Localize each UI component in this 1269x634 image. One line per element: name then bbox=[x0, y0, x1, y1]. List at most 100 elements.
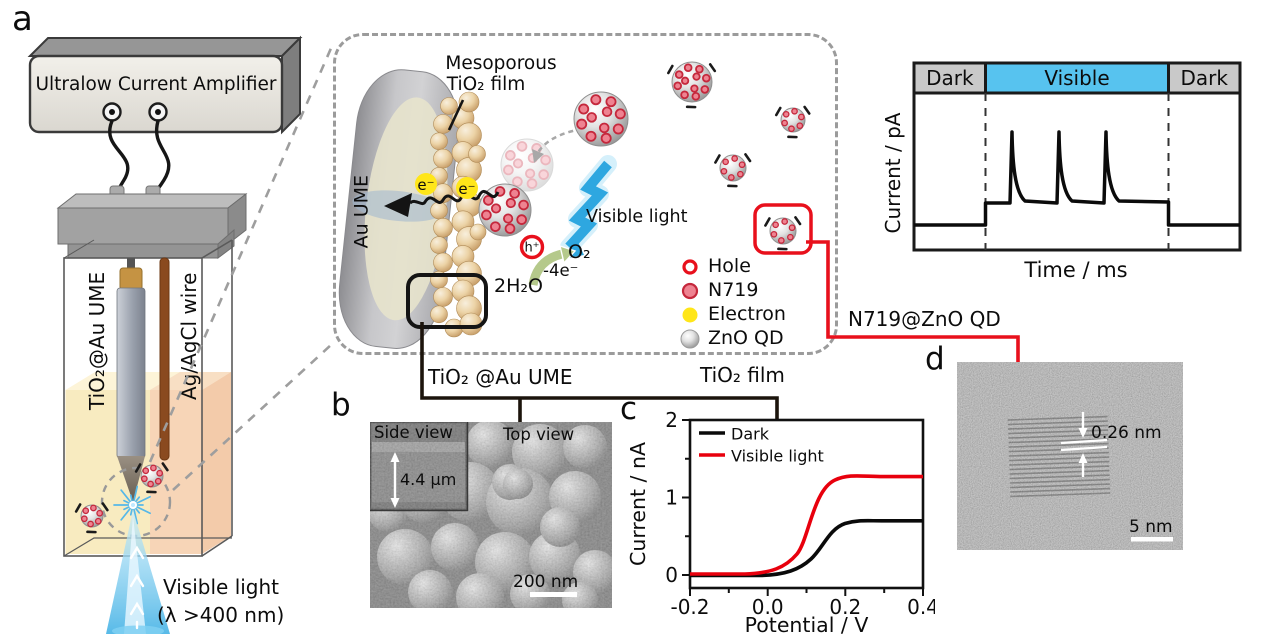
electron-badge-2 bbox=[456, 177, 478, 199]
inset-graphics: e⁻ e⁻ h⁺ bbox=[338, 61, 813, 349]
legend-n719-icon bbox=[681, 282, 699, 300]
qd-floating-1 bbox=[667, 61, 717, 109]
qd-approach-arrow bbox=[535, 127, 583, 155]
qd-floating-3 bbox=[714, 153, 752, 188]
cap-front bbox=[57, 207, 229, 245]
iv-xtick-0: -0.2 bbox=[670, 595, 709, 619]
light-sparkle bbox=[113, 485, 151, 525]
visible-band-label: Visible bbox=[1044, 66, 1109, 90]
qd-ghost bbox=[500, 138, 554, 192]
water-label: 2H₂O bbox=[494, 275, 543, 297]
tem-lattice-fringes bbox=[1007, 415, 1111, 498]
electrochemical-cell: TiO₂@Au UME Ag/AgCl wire bbox=[56, 185, 248, 634]
transient-plot: Dark Visible Dark Current / pA Time / ms bbox=[881, 61, 1242, 282]
reference-electrode-label: Ag/AgCl wire bbox=[177, 273, 201, 400]
iv-ytick-1: 1 bbox=[665, 486, 678, 510]
cell-qd-2 bbox=[74, 502, 109, 534]
legend-hole-label: Hole bbox=[708, 255, 751, 277]
film-label-line1: Mesoporous bbox=[445, 53, 557, 74]
transient-xlabel: Time / ms bbox=[1023, 258, 1127, 282]
iv-xtick-3: 0.4 bbox=[907, 595, 935, 619]
iv-ylabel: Current / nA bbox=[626, 442, 650, 566]
transient-ylabel: Current / pA bbox=[881, 112, 905, 233]
sem-topview-label: Top view bbox=[502, 425, 574, 444]
iv-ytick-0: 0 bbox=[665, 563, 678, 587]
iv-plot: 2 1 0 -0.2 0.0 0.2 0.4 Current / nA Pote… bbox=[626, 408, 935, 634]
inset-legend-icons bbox=[680, 259, 700, 349]
dark-band-2 bbox=[1167, 61, 1242, 95]
au-ume-label: Au UME bbox=[350, 174, 373, 249]
reference-electrode bbox=[159, 257, 170, 461]
oxygen-label: O₂ bbox=[568, 241, 591, 263]
tem-scalebar-label: 5 nm bbox=[1129, 517, 1173, 537]
connector-qd-label: N719@ZnO QD bbox=[848, 307, 1001, 331]
legend-znoqd-icon bbox=[680, 329, 700, 349]
sem-sideview-inset: 4.4 μm Side view bbox=[370, 422, 469, 512]
amplifier-jack-left-pin bbox=[109, 109, 115, 115]
hole-symbol: h⁺ bbox=[524, 241, 539, 256]
visible-light-caption-line2: (λ >400 nm) bbox=[157, 603, 285, 627]
dark-band-2-label: Dark bbox=[1180, 66, 1228, 90]
iv-curve-dark bbox=[690, 518, 923, 578]
zoom-inset: e⁻ e⁻ h⁺ bbox=[333, 33, 838, 355]
legend-electron-icon bbox=[682, 307, 698, 323]
sem-scalebar bbox=[530, 592, 577, 597]
qd-in-red-box bbox=[764, 216, 802, 251]
cell-quantum-dots bbox=[74, 462, 169, 534]
inset-visible-light-label: Visible light bbox=[586, 207, 688, 227]
inset-quantum-dots bbox=[478, 61, 811, 251]
sem-sideview-label: Side view bbox=[374, 423, 453, 442]
iv-frame bbox=[688, 418, 925, 590]
amplifier-side-face bbox=[281, 35, 301, 135]
film-label-line2: TiO₂ film bbox=[446, 74, 526, 95]
cell-qd-1 bbox=[134, 462, 169, 494]
legend-hole-icon bbox=[682, 259, 698, 275]
amplifier-top-face bbox=[27, 37, 303, 57]
iv-ytick-2: 2 bbox=[665, 408, 678, 432]
amplifier-label: Ultralow Current Amplifier bbox=[35, 74, 276, 95]
four-electrons-label: -4e⁻ bbox=[543, 261, 579, 280]
apparatus-scene: Ultralow Current Amplifier bbox=[27, 35, 303, 634]
electron-transfer-arrowhead bbox=[384, 193, 412, 217]
panel-a-label: a bbox=[12, 0, 33, 39]
electron-badge-1 bbox=[415, 173, 437, 195]
qd-floating-2 bbox=[774, 105, 811, 139]
tem-noise bbox=[957, 362, 1183, 550]
light-beam bbox=[106, 510, 170, 634]
connector-ume-label: TiO₂ @Au UME bbox=[428, 365, 573, 389]
tem-image: 0.26 nm 5 nm bbox=[957, 362, 1183, 550]
cap-lip bbox=[67, 243, 219, 259]
current-amplifier: Ultralow Current Amplifier bbox=[27, 35, 303, 200]
iv-xtick-2: 0.2 bbox=[829, 595, 861, 619]
sem-image: 4.4 μm Side view Top view 200 nm bbox=[370, 422, 612, 608]
dark-band-1-label: Dark bbox=[926, 66, 974, 90]
iv-legend-dark-label: Dark bbox=[731, 425, 770, 444]
electron-symbol-1: e⁻ bbox=[417, 176, 434, 194]
hole-badge bbox=[519, 234, 545, 260]
tem-tone bbox=[957, 362, 1183, 550]
legend-znoqd-label: ZnO QD bbox=[708, 327, 784, 349]
iv-xtick-1: 0.0 bbox=[752, 595, 784, 619]
qd-free bbox=[573, 91, 629, 147]
amplifier-jack-right-pin bbox=[155, 109, 161, 115]
sem-thickness-label: 4.4 μm bbox=[400, 470, 456, 489]
sem-scalebar-label: 200 nm bbox=[513, 572, 578, 592]
iv-curve-visible bbox=[690, 474, 923, 576]
qd-ghost-particle bbox=[500, 138, 554, 192]
tio2-film bbox=[430, 91, 487, 338]
electron-symbol-2: e⁻ bbox=[458, 180, 475, 198]
qd-callout-box bbox=[753, 203, 813, 255]
panel-b-label: b bbox=[331, 387, 351, 423]
film-label-pointer bbox=[447, 99, 465, 131]
tem-lattice-label: 0.26 nm bbox=[1091, 423, 1162, 443]
transient-current-trace bbox=[914, 130, 1240, 227]
tem-lattice-annotation: 0.26 nm bbox=[1060, 412, 1162, 477]
working-electrode-label: TiO₂@Au UME bbox=[85, 272, 109, 411]
water-oxidation-arrow bbox=[526, 244, 577, 287]
legend-n719-label: N719 bbox=[708, 279, 759, 301]
iv-xlabel: Potential / V bbox=[745, 613, 869, 634]
qd-approach-arrowhead bbox=[532, 149, 544, 163]
connector-film-label: TiO₂ film bbox=[700, 363, 785, 387]
visible-light-caption-line1: Visible light bbox=[163, 575, 280, 599]
